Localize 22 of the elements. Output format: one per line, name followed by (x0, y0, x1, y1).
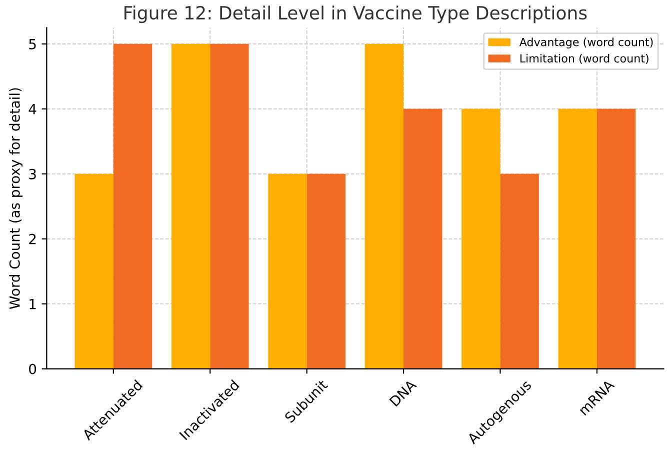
y-tick-label: 4 (28, 104, 36, 114)
legend-label: Advantage (word count) (519, 38, 653, 48)
legend-label: Limitation (word count) (520, 54, 648, 64)
bar (171, 44, 210, 369)
bar (113, 44, 152, 369)
bar (558, 108, 597, 369)
bar (404, 108, 442, 369)
y-tick-label: 5 (29, 39, 36, 50)
bar (306, 174, 346, 369)
bar (500, 174, 539, 369)
y-tick-label: 1 (30, 298, 36, 310)
bar (210, 44, 249, 369)
chart-title: Figure 12: Detail Level in Vaccine Type Descriptions (124, 6, 587, 24)
y-tick-label: 0 (29, 364, 36, 374)
bar (462, 108, 500, 369)
y-tick-label: 3 (29, 168, 36, 180)
bar (364, 44, 404, 369)
y-axis-title: Word Count (as proxy for detail) (9, 88, 23, 309)
bar (74, 174, 114, 369)
bar (268, 174, 307, 369)
y-tick-label: 2 (29, 234, 36, 244)
bar (596, 108, 636, 369)
